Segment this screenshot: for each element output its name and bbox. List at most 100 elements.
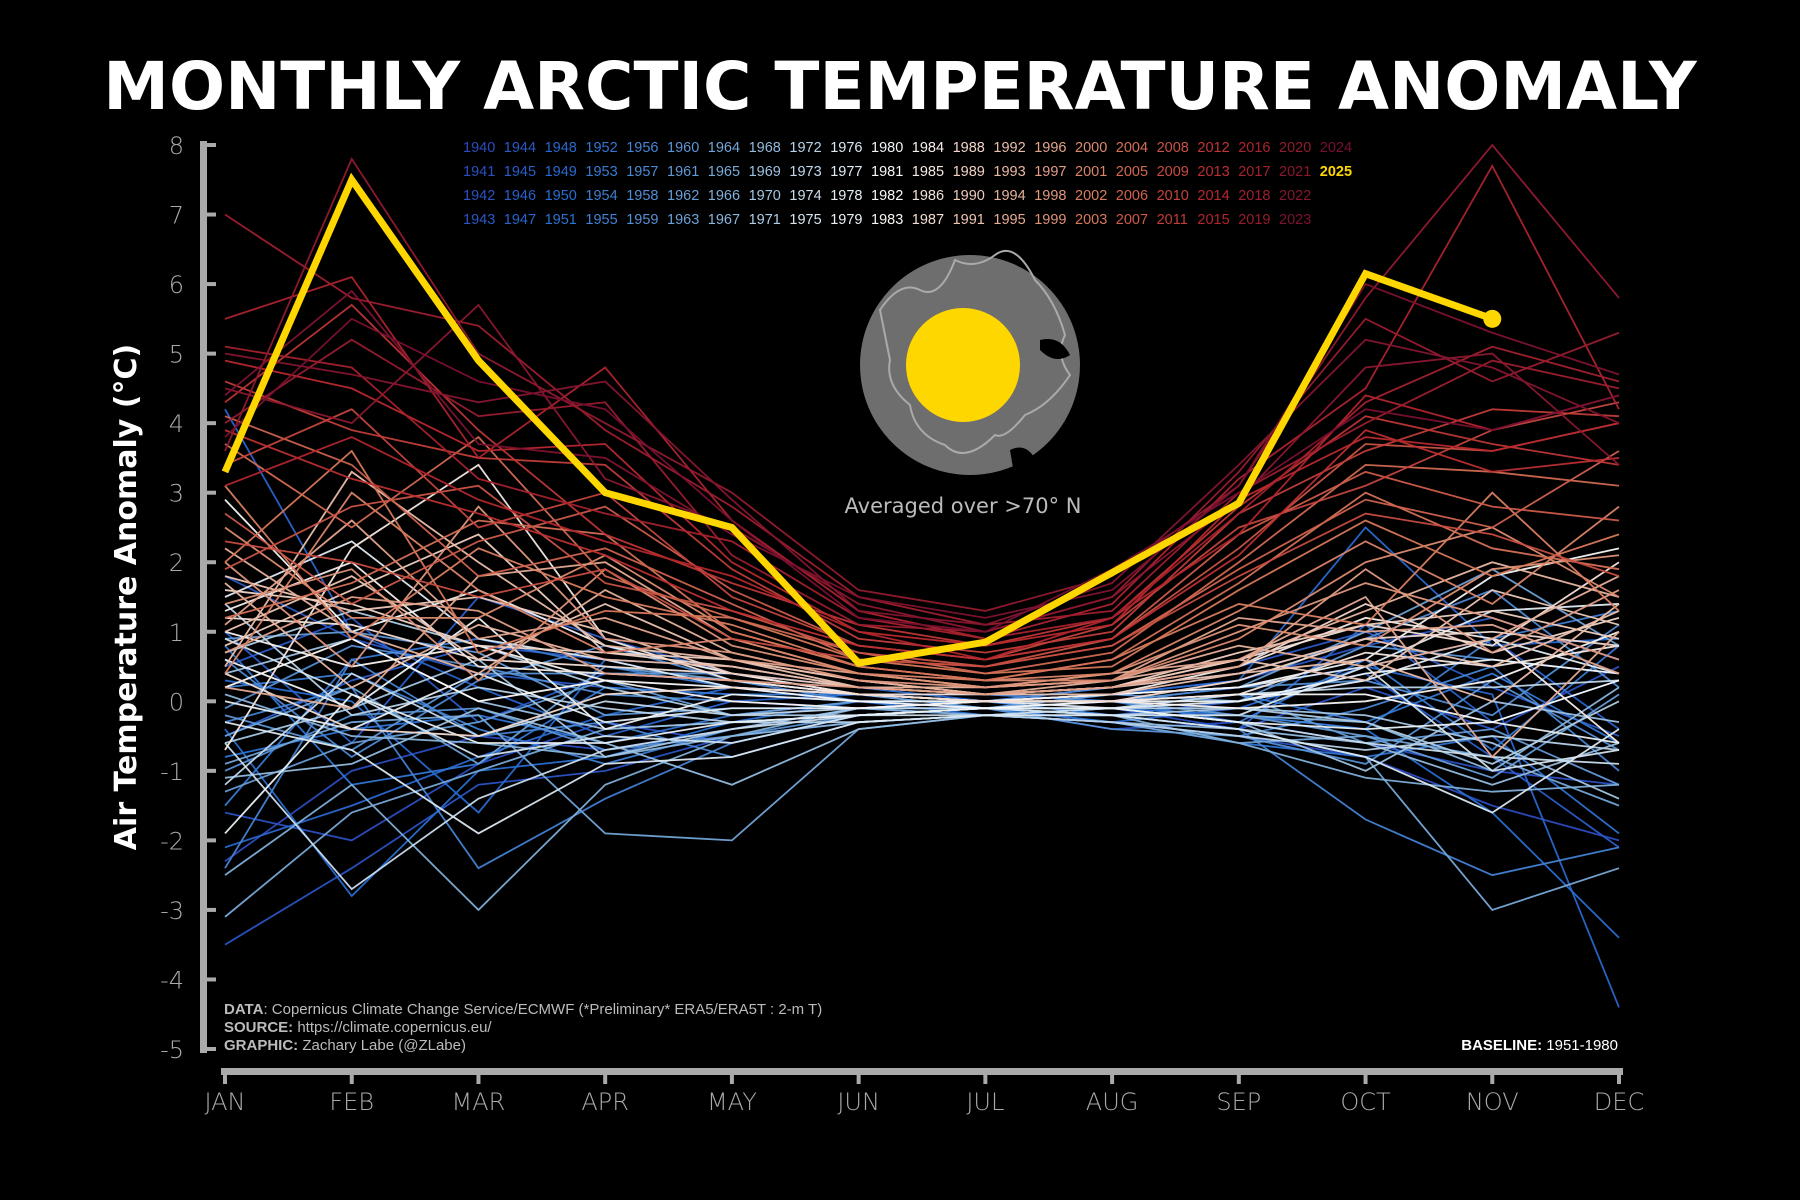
legend-entry-1975: 1975 — [789, 212, 821, 228]
year-line-2014 — [224, 359, 1620, 647]
y-tick-label: 1 — [169, 619, 184, 647]
legend-entry-1993: 1993 — [993, 164, 1025, 180]
legend-entry-1941: 1941 — [463, 164, 495, 180]
year-line-1997 — [224, 568, 1620, 696]
year-line-2020 — [224, 143, 1620, 612]
legend-entry-1965: 1965 — [708, 164, 740, 180]
legend-entry-1980: 1980 — [871, 140, 903, 156]
x-axis-line — [221, 1068, 1623, 1075]
source-credit: SOURCE: https://climate.copernicus.eu/ — [224, 1019, 492, 1036]
y-tick-label: 2 — [169, 549, 184, 577]
x-tick — [1617, 1075, 1621, 1084]
legend-entry-1982: 1982 — [871, 188, 903, 204]
y-tick — [207, 907, 216, 912]
baseline-note: BASELINE: 1951-1980 — [1461, 1037, 1618, 1054]
legend-entry-1981: 1981 — [871, 164, 903, 180]
legend-entry-1991: 1991 — [953, 212, 985, 228]
chart-title: MONTHLY ARCTIC TEMPERATURE ANOMALY — [103, 48, 1697, 125]
year-line-1974 — [224, 707, 1620, 891]
legend-entry-1979: 1979 — [830, 212, 862, 228]
legend-entry-2012: 2012 — [1197, 140, 1229, 156]
year-line-2003 — [224, 449, 1620, 675]
graphic-credit-label: GRAPHIC: — [224, 1037, 298, 1054]
year-line-1968 — [224, 707, 1620, 786]
baseline-text: 1951-1980 — [1542, 1037, 1618, 1054]
legend-entry-1969: 1969 — [749, 164, 781, 180]
y-tick — [207, 490, 216, 495]
y-tick — [207, 143, 216, 147]
legend-entry-1959: 1959 — [626, 212, 658, 228]
legend-entry-1995: 1995 — [993, 212, 1025, 228]
legend-entry-2003: 2003 — [1075, 212, 1107, 228]
y-tick-label: 3 — [169, 480, 184, 508]
data-credit-text: : Copernicus Climate Change Service/ECMW… — [263, 1001, 822, 1018]
legend-entry-1956: 1956 — [626, 140, 658, 156]
legend-entry-1949: 1949 — [545, 164, 577, 180]
x-tick-label: APR — [581, 1088, 629, 1116]
legend-entry-1992: 1992 — [993, 140, 1025, 156]
legend-entry-1999: 1999 — [1034, 212, 1066, 228]
y-tick-label: -2 — [160, 827, 184, 855]
year-line-2001 — [224, 491, 1620, 682]
y-tick-label: 0 — [169, 688, 184, 716]
legend-entry-2005: 2005 — [1116, 164, 1148, 180]
y-tick — [207, 212, 216, 217]
legend-entry-1955: 1955 — [585, 212, 617, 228]
legend-entry-1985: 1985 — [912, 164, 944, 180]
y-tick-label: 8 — [169, 132, 184, 160]
legend-entry-1958: 1958 — [626, 188, 658, 204]
year-line-2015 — [224, 394, 1620, 661]
legend-entry-1990: 1990 — [953, 188, 985, 204]
legend-entry-1988: 1988 — [953, 140, 985, 156]
x-tick — [1110, 1075, 1115, 1084]
legend-entry-1964: 1964 — [708, 140, 740, 156]
year-line-1986 — [224, 561, 1620, 696]
legend-entry-2021: 2021 — [1279, 164, 1311, 180]
year-line-2024 — [224, 317, 1620, 633]
legend-entry-2008: 2008 — [1157, 140, 1189, 156]
baseline-label: BASELINE: — [1461, 1037, 1542, 1054]
legend-entry-1948: 1948 — [545, 140, 577, 156]
legend-entry-2004: 2004 — [1116, 140, 1148, 156]
legend-entry-1998: 1998 — [1034, 188, 1066, 204]
legend-entry-1950: 1950 — [545, 188, 577, 204]
year-line-1980 — [224, 616, 1620, 731]
year-line-1994 — [224, 547, 1620, 696]
legend-entry-2023: 2023 — [1279, 212, 1311, 228]
legend-entry-1986: 1986 — [912, 188, 944, 204]
x-tick-label: DEC — [1594, 1088, 1644, 1116]
y-tick — [207, 560, 216, 565]
x-tick — [1363, 1075, 1368, 1084]
legend-entry-1961: 1961 — [667, 164, 699, 180]
y-tick — [207, 699, 216, 704]
data-credit-label: DATA — [224, 1001, 264, 1018]
legend-entry-2022: 2022 — [1279, 188, 1311, 204]
legend-entry-1947: 1947 — [504, 212, 536, 228]
legend-entry-2017: 2017 — [1238, 164, 1270, 180]
y-tick — [207, 768, 216, 773]
y-tick — [207, 351, 216, 356]
y-tick-label: 4 — [169, 410, 184, 438]
legend-entry-1952: 1952 — [585, 140, 617, 156]
x-tick-label: SEP — [1216, 1088, 1261, 1116]
legend-entry-2015: 2015 — [1197, 212, 1229, 228]
y-tick-label: 5 — [169, 341, 184, 369]
x-tick — [856, 1075, 861, 1084]
x-tick — [476, 1075, 481, 1084]
legend-entry-2016: 2016 — [1238, 140, 1270, 156]
x-tick-label: MAR — [452, 1088, 506, 1116]
year-line-1987 — [224, 630, 1620, 737]
x-tick — [223, 1075, 227, 1084]
x-tick — [729, 1075, 734, 1084]
x-tick — [983, 1075, 988, 1084]
latest-value-marker — [1483, 309, 1502, 328]
axes: -5 -4 -3 -2 -1 0 1 2 3 4 5 6 7 8 JAN FEB MAR APR MAY JUN JUL… — [160, 132, 1644, 1116]
legend-entry-1954: 1954 — [585, 188, 617, 204]
legend-entry-1940: 1940 — [463, 140, 495, 156]
graphic-credit: GRAPHIC: Zachary Labe (@ZLabe) — [224, 1037, 466, 1054]
year-lines — [221, 143, 1620, 1008]
year-line-2023 — [224, 282, 1620, 619]
year-line-2012 — [224, 303, 1620, 647]
year-line-1949 — [224, 526, 1620, 814]
graphic-credit-text: Zachary Labe (@ZLabe) — [298, 1037, 466, 1054]
